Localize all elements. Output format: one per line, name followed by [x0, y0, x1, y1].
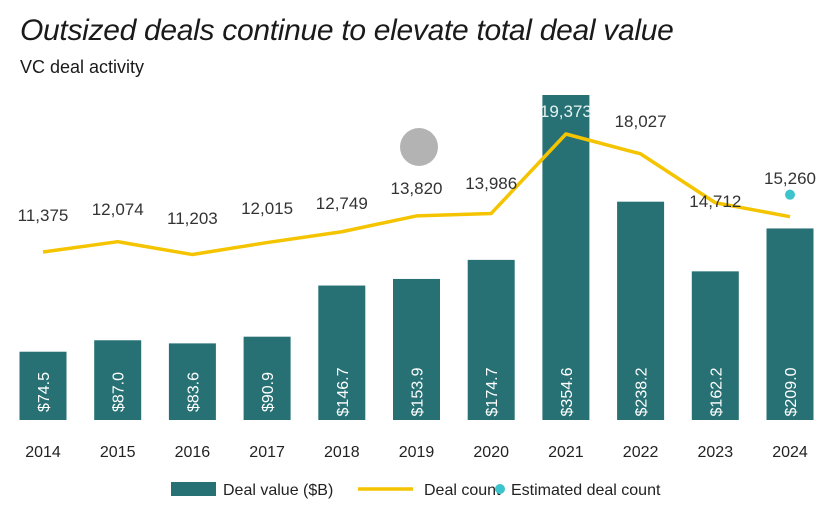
x-tick-2015: 2015	[100, 444, 136, 461]
deal-count-label-2019: 13,820	[391, 179, 443, 198]
deal-count-label-2014: 11,375	[18, 206, 69, 225]
deal-count-label-2015: 12,074	[92, 200, 144, 219]
deal-count-label-2023: 14,712	[689, 192, 741, 211]
estimated-deal-count-label: 15,260	[764, 169, 816, 188]
bar-2020	[467, 259, 515, 420]
legend-label-deal-value: Deal value ($B)	[223, 482, 333, 499]
bar-label-2016: $83.6	[185, 372, 202, 412]
estimated-deal-count-dot	[785, 189, 795, 200]
bar-label-2015: $87.0	[111, 372, 128, 412]
x-tick-2023: 2023	[698, 444, 734, 461]
x-tick-2014: 2014	[25, 444, 61, 461]
bar-2022	[617, 201, 665, 420]
bar-label-2018: $146.7	[335, 367, 352, 416]
bar-2024	[766, 228, 814, 420]
chart-subtitle: VC deal activity	[20, 57, 145, 77]
legend-swatch-deal-value	[171, 482, 216, 496]
x-tick-2022: 2022	[623, 444, 659, 461]
x-tick-2020: 2020	[473, 444, 509, 461]
x-tick-2018: 2018	[324, 444, 360, 461]
deal-count-line	[42, 132, 791, 257]
bar-2018	[318, 285, 366, 420]
x-tick-2024: 2024	[772, 444, 808, 461]
bar-label-2019: $153.9	[410, 367, 427, 416]
bar-label-2022: $238.2	[634, 367, 651, 416]
deal-count-label-2020: 13,986	[465, 174, 517, 193]
bar-2019	[393, 278, 440, 420]
deal-count-label-2018: 12,749	[316, 194, 368, 213]
legend-label-deal-count: Deal count	[424, 482, 501, 499]
deal-count-label-2017: 12,015	[241, 199, 293, 218]
bar-label-2021: $354.6	[559, 367, 576, 416]
x-tick-2017: 2017	[249, 444, 285, 461]
deal-count-label-2021: 19,373	[540, 102, 592, 121]
bar-label-2020: $174.7	[484, 367, 501, 416]
legend-label-estimated: Estimated deal count	[511, 482, 661, 499]
x-tick-2019: 2019	[399, 444, 435, 461]
deal-count-label-2022: 18,027	[615, 112, 667, 131]
chart-title: Outsized deals continue to elevate total…	[20, 14, 674, 47]
bar-2016	[168, 343, 216, 420]
bar-label-2014: $74.5	[36, 372, 53, 412]
bar-2014	[19, 351, 67, 420]
bar-label-2017: $90.9	[260, 372, 277, 412]
bar-2015	[94, 340, 142, 420]
decorative-gray-dot	[400, 128, 438, 166]
bar-2017	[243, 336, 291, 420]
legend-swatch-estimated	[495, 484, 505, 494]
bar-label-2023: $162.2	[708, 367, 725, 416]
x-tick-2021: 2021	[548, 444, 584, 461]
x-tick-2016: 2016	[175, 444, 211, 461]
deal-count-label-2016: 11,203	[167, 209, 218, 228]
bar-label-2024: $209.0	[783, 367, 800, 416]
bar-2023	[691, 271, 739, 420]
